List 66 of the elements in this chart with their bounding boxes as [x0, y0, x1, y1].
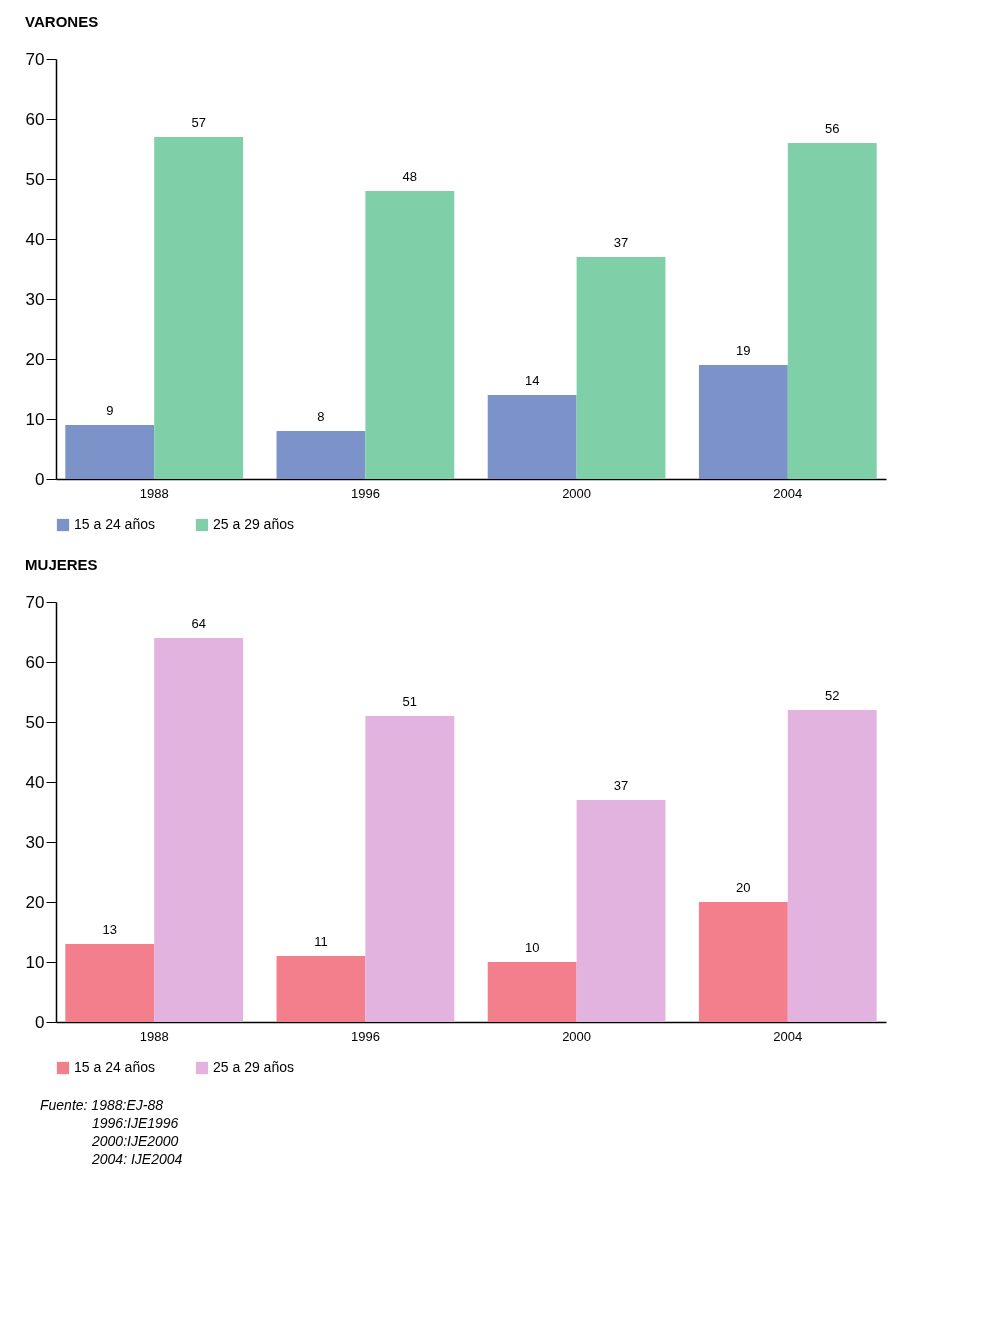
bar — [698, 365, 788, 479]
bar — [787, 710, 877, 1022]
bar — [276, 431, 366, 479]
y-tick-label: 10 — [25, 409, 45, 429]
bar — [576, 800, 666, 1022]
source-note: Fuente: 1988:EJ-88 — [40, 1096, 164, 1114]
y-tick-label: 70 — [25, 49, 45, 69]
y-tick-label: 20 — [25, 892, 45, 912]
x-tick-label: 1988 — [139, 485, 169, 501]
y-tick-label: 30 — [25, 289, 45, 309]
data-label: 20 — [736, 880, 751, 895]
bar — [698, 902, 788, 1022]
y-tick-label: 0 — [35, 469, 45, 489]
x-tick-label: 2004 — [773, 1028, 803, 1044]
y-tick-label: 70 — [25, 592, 45, 612]
y-tick-label: 10 — [25, 952, 45, 972]
data-label: 14 — [524, 373, 540, 388]
y-tick-label: 40 — [25, 772, 45, 792]
y-tick-label: 20 — [25, 349, 45, 369]
y-tick-label: 40 — [25, 229, 45, 249]
text: 2000:IJE2000 — [91, 1132, 180, 1150]
x-tick-label: 2004 — [773, 485, 803, 501]
bar — [487, 962, 577, 1022]
bar — [365, 716, 455, 1022]
x-tick-label: 2000 — [562, 1028, 592, 1044]
y-tick-label: 50 — [25, 712, 45, 732]
chart-title: VARONES — [25, 13, 99, 30]
legend-label: 15 a 24 años — [74, 1059, 155, 1075]
y-tick-label: 50 — [25, 169, 45, 189]
data-label: 37 — [613, 235, 629, 250]
data-label: 56 — [824, 121, 840, 136]
data-label: 52 — [824, 688, 840, 703]
data-label: 13 — [102, 922, 118, 937]
data-label: 19 — [736, 343, 751, 358]
bar — [365, 191, 455, 479]
bar — [487, 395, 577, 479]
data-label: 37 — [613, 778, 629, 793]
y-tick-label: 60 — [25, 652, 45, 672]
legend-label: 25 a 29 años — [213, 516, 294, 532]
bar — [154, 638, 244, 1022]
x-tick-label: 1996 — [350, 485, 380, 501]
text: 1996:IJE1996 — [91, 1114, 180, 1132]
data-label: 8 — [317, 409, 325, 424]
data-label: 57 — [191, 115, 206, 130]
x-tick-label: 1996 — [350, 1028, 380, 1044]
bar — [276, 956, 366, 1022]
bar — [787, 143, 877, 479]
data-label: 48 — [402, 169, 418, 184]
x-tick-label: 2000 — [562, 485, 592, 501]
data-label: 9 — [106, 403, 114, 418]
y-tick-label: 30 — [25, 832, 45, 852]
bar — [65, 425, 155, 479]
x-tick-label: 1988 — [139, 1028, 169, 1044]
data-label: 11 — [314, 934, 328, 949]
y-tick-label: 0 — [35, 1012, 45, 1032]
legend-label: 15 a 24 años — [74, 516, 155, 532]
bar — [65, 944, 155, 1022]
text: 2004: IJE2004 — [91, 1150, 184, 1168]
legend-label: 25 a 29 años — [213, 1059, 294, 1075]
data-label: 10 — [524, 940, 540, 955]
bar — [154, 137, 244, 479]
data-label: 64 — [191, 616, 206, 631]
chart-title: MUJERES — [25, 556, 98, 573]
bar — [576, 257, 666, 479]
y-tick-label: 60 — [25, 109, 45, 129]
data-label: 51 — [402, 694, 418, 709]
